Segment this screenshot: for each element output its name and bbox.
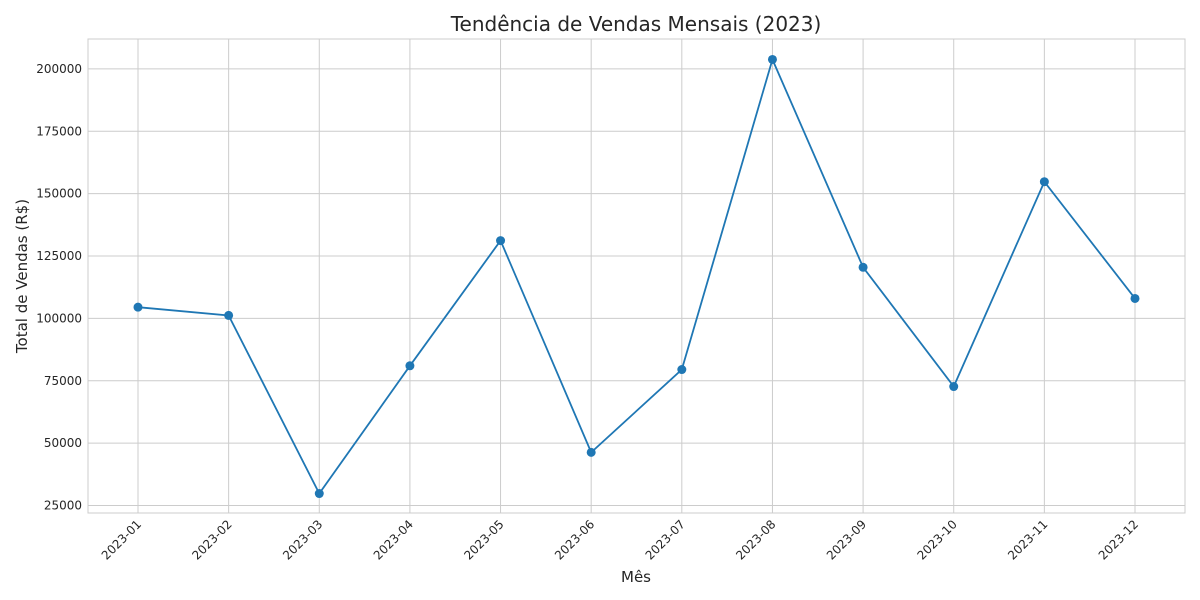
y-tick-label: 150000 — [36, 187, 82, 201]
y-tick-label: 200000 — [36, 62, 82, 76]
data-point — [677, 365, 687, 375]
x-tick-label: 2023-04 — [371, 517, 416, 562]
x-tick-label: 2023-02 — [189, 517, 234, 562]
x-tick-label: 2023-12 — [1096, 517, 1141, 562]
y-axis: 25000 50000 75000 100000 125000 150000 175000 2… — [36, 62, 82, 513]
data-point — [405, 361, 415, 371]
data-point — [224, 310, 234, 320]
chart-title: Tendência de Vendas Mensais (2023) — [450, 12, 822, 36]
y-tick-label: 75000 — [44, 374, 82, 388]
x-tick-label: 2023-11 — [1005, 517, 1050, 562]
data-point — [767, 54, 777, 64]
y-tick-label: 125000 — [36, 249, 82, 263]
data-point — [949, 382, 959, 392]
data-point — [496, 236, 506, 246]
y-tick-label: 25000 — [44, 499, 82, 513]
data-point — [1130, 293, 1140, 303]
data-point — [314, 489, 324, 499]
series-line — [137, 56, 1136, 496]
x-tick-label: 2023-07 — [643, 517, 688, 562]
x-tick-label: 2023-08 — [733, 517, 778, 562]
y-tick-label: 50000 — [44, 436, 82, 450]
y-tick-label: 100000 — [36, 311, 82, 325]
data-point — [1039, 177, 1049, 187]
data-point — [133, 302, 143, 312]
series — [133, 54, 1140, 499]
x-axis-label: Mês — [621, 568, 651, 586]
x-tick-label: 2023-01 — [99, 517, 144, 562]
x-tick-label: 2023-05 — [461, 517, 506, 562]
x-tick-label: 2023-09 — [824, 517, 869, 562]
y-axis-label: Total de Vendas (R$) — [13, 199, 31, 354]
x-tick-label: 2023-03 — [280, 517, 325, 562]
plot-frame — [87, 38, 1186, 514]
data-point — [858, 262, 868, 272]
x-tick-label: 2023-06 — [552, 517, 597, 562]
x-tick-label: 2023-10 — [914, 517, 959, 562]
y-tick-label: 175000 — [36, 124, 82, 138]
grid — [88, 39, 1185, 513]
data-point — [586, 447, 596, 457]
x-axis: 2023-01 2023-02 2023-03 2023-04 2023-05 2023-… — [99, 517, 1141, 562]
